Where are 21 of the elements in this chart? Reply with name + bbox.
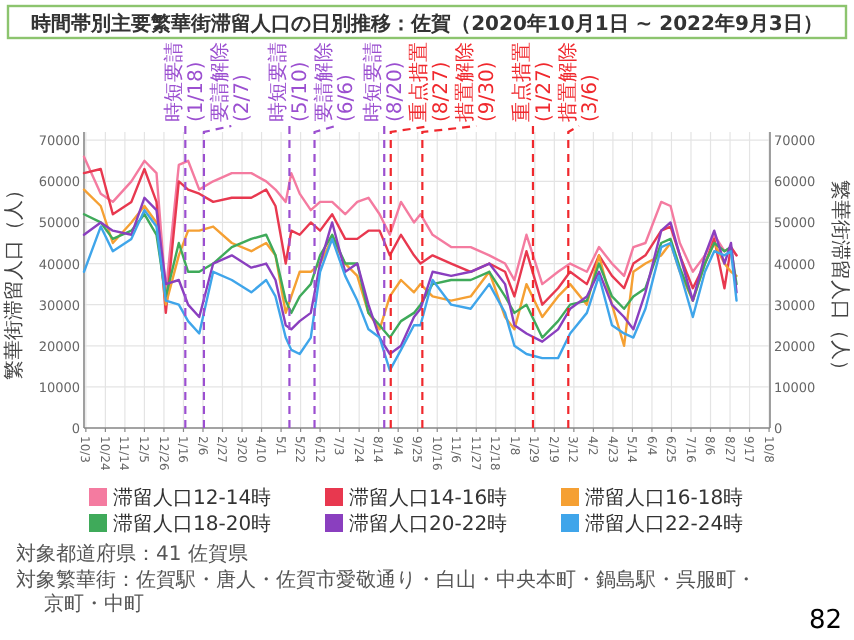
ref-line-label: 措置解除(9/30) [453, 42, 500, 122]
legend-label: 滞留人口12-14時 [113, 486, 272, 510]
ref-line-label: 重点措置(8/27) [407, 42, 454, 122]
y-axis-title: 繁華街滞留人口（人） [2, 180, 26, 380]
ref-line-label: 時短要請(5/10) [266, 42, 313, 122]
text: 対象都道府県：41 佐賀県 [16, 542, 248, 566]
legend-label: 滞留人口14-16時 [349, 486, 508, 510]
y2-axis-title: 繁華街滞留人口（人） [828, 180, 852, 380]
legend-label: 滞留人口18-20時 [113, 512, 272, 536]
ref-line-label: 要請解除(2/7) [208, 42, 255, 122]
legend-label: 滞留人口16-18時 [585, 486, 744, 510]
ref-line-label: 時短要請(8/20) [361, 42, 408, 122]
ref-line-label: 措置解除(3/6) [555, 42, 602, 122]
ref-line-label: 時短要請(1/18) [162, 42, 209, 122]
legend-label: 滞留人口22-24時 [585, 512, 744, 536]
text: 対象繁華街：佐賀駅・唐人・佐賀市愛敬通り・白山・中央本町・鍋島駅・呉服町・京町・中町 [16, 568, 756, 616]
ref-line-label: 重点措置(1/27) [509, 42, 556, 122]
text: 82 [808, 606, 842, 636]
legend-label: 滞留人口20-22時 [349, 512, 508, 536]
ref-line-label: 要請解除(6/6) [312, 42, 359, 122]
chart-title: 時間帯別主要繁華街滞留人口の日別推移：佐賀（2020年10月1日 ~ 2022年9月3日） [31, 12, 823, 36]
